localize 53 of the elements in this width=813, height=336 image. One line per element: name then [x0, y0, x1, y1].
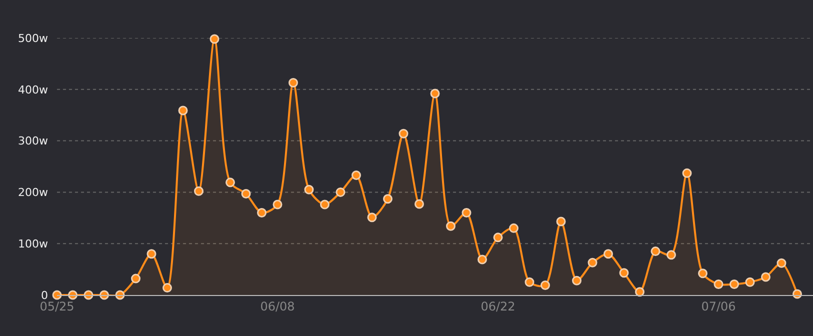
point: [210, 34, 220, 44]
point: [178, 106, 188, 116]
point: [588, 258, 598, 268]
point: [52, 290, 62, 300]
point: [162, 283, 172, 293]
point: [635, 287, 644, 297]
point: [430, 88, 440, 98]
point: [524, 277, 534, 287]
y-tick-label: 0: [41, 288, 48, 302]
point: [556, 216, 566, 226]
point: [540, 280, 550, 290]
point: [572, 276, 582, 286]
x-tick-label: 06/08: [260, 299, 295, 314]
point: [398, 128, 408, 138]
point: [304, 184, 314, 194]
point: [414, 199, 424, 209]
point: [320, 200, 330, 210]
point: [367, 212, 377, 222]
point: [761, 272, 770, 282]
point: [714, 279, 724, 289]
point: [509, 223, 518, 233]
point: [776, 258, 786, 268]
point: [493, 232, 503, 242]
point: [698, 268, 708, 278]
point: [352, 170, 361, 180]
x-tick-label: 07/06: [701, 299, 736, 314]
point: [241, 188, 251, 198]
y-tick-label: 500w: [18, 32, 48, 45]
point: [604, 249, 613, 259]
point: [257, 208, 266, 218]
point: [666, 250, 676, 260]
point: [650, 246, 660, 256]
y-tick-label: 400w: [18, 83, 48, 96]
y-tick-label: 300w: [18, 134, 48, 148]
point: [272, 200, 282, 210]
point: [383, 194, 392, 204]
point: [288, 78, 298, 88]
point: [194, 186, 204, 196]
x-tick-label: 05/25: [40, 299, 74, 314]
point: [131, 274, 140, 284]
y-tick-label: 100w: [18, 237, 48, 250]
point: [146, 249, 156, 259]
y-tick-label: 200w: [18, 186, 48, 200]
point: [226, 178, 235, 188]
point: [682, 168, 692, 178]
point: [478, 254, 487, 264]
point: [446, 221, 456, 231]
point: [336, 187, 346, 197]
point: [619, 268, 629, 278]
point: [745, 277, 755, 287]
x-tick-label: 06/22: [480, 299, 516, 314]
point: [462, 208, 472, 218]
point: [730, 279, 739, 289]
